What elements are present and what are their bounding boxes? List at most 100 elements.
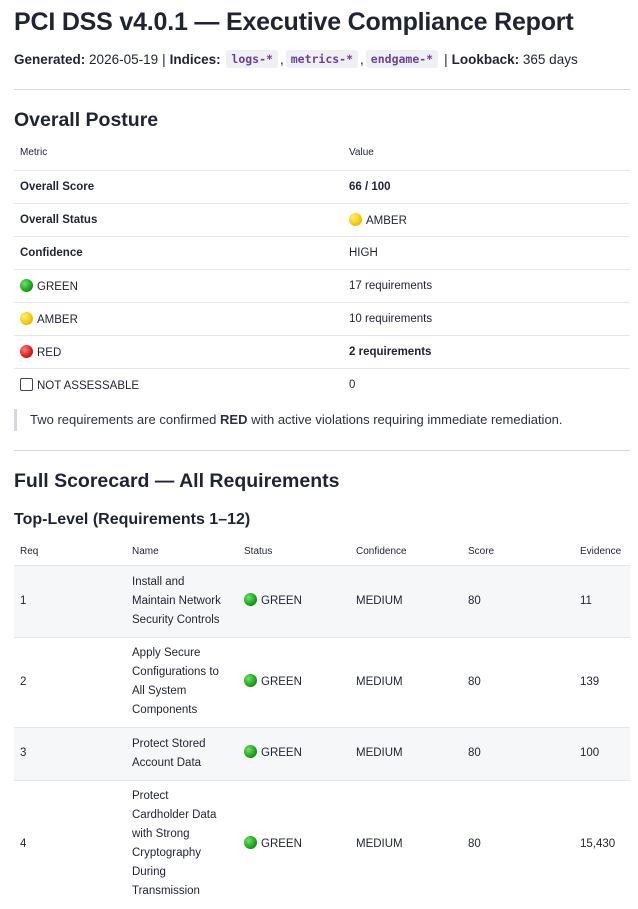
column-header-metric: Metric [20, 146, 48, 158]
column-header-req: Req [20, 546, 39, 558]
confidence-cell: MEDIUM [350, 636, 462, 727]
name-cell: Apply Secure Configurations to All Syste… [126, 636, 238, 727]
name-line: Cardholder Data [132, 809, 217, 822]
metric-text: NOT ASSESSABLE [37, 379, 140, 392]
table-row: RED 2 requirements [14, 334, 630, 368]
value-text: AMBER [366, 214, 407, 227]
section-heading-scorecard: Full Scorecard — All Requirements [14, 470, 340, 492]
table-row: 2 Apply Secure Configurations to All Sys… [14, 636, 630, 727]
metric-text: RED [37, 346, 62, 359]
divider [14, 450, 630, 451]
metric-cell: GREEN [14, 268, 343, 302]
value-cell: HIGH [343, 235, 630, 269]
table-row: Overall Score 66 / 100 [14, 169, 630, 203]
column-header-confidence: Confidence [356, 546, 407, 558]
callout-note: Two requirements are confirmed RED with … [14, 409, 630, 431]
name-line: Components [132, 704, 198, 716]
status-cell: GREEN [238, 726, 350, 780]
value-cell: 66 / 100 [343, 169, 630, 203]
evidence-cell: 100 [574, 726, 630, 780]
confidence-cell: MEDIUM [350, 564, 462, 637]
column-header-value: Value [349, 146, 374, 158]
callout-text-pre: Two requirements are confirmed [30, 412, 221, 427]
name-cell: Protect Cardholder Data with Strong Cryp… [126, 779, 238, 908]
value-cell: 0 [343, 367, 630, 401]
name-line: During [132, 866, 166, 879]
column-header-evidence: Evidence [580, 546, 622, 558]
status-cell: GREEN [238, 636, 350, 727]
meta-divider: | [162, 51, 166, 67]
status-cell: GREEN [238, 779, 350, 908]
table-header-row: Req Name Status Confidence Score Evidenc… [14, 539, 630, 565]
confidence-cell: MEDIUM [350, 779, 462, 908]
green-circle-icon [244, 835, 257, 849]
comma: , [360, 51, 364, 67]
evidence-cell: 139 [574, 636, 630, 727]
status-text: GREEN [261, 747, 302, 759]
metric-text: AMBER [37, 313, 78, 326]
metric-cell: Overall Score [14, 169, 343, 203]
table-row: 1 Install and Maintain Network Security … [14, 564, 630, 637]
table-row: NOT ASSESSABLE 0 [14, 367, 630, 401]
name-line: with Strong [132, 828, 190, 841]
meta-divider: | [444, 51, 448, 67]
overall-posture-table: Metric Value Overall Score 66 / 100 Over… [14, 135, 630, 401]
table-row: Overall Status AMBER [14, 202, 630, 236]
metric-text: GREEN [37, 280, 78, 293]
index-chip: logs-* [226, 50, 278, 68]
name-line: Transmission [132, 885, 200, 898]
green-circle-icon [244, 673, 257, 687]
lookback-label: Lookback: [451, 51, 520, 67]
report-meta: Generated: 2026-05-19 | Indices: logs-*,… [14, 50, 578, 68]
metric-cell: Confidence [14, 235, 343, 269]
name-cell: Install and Maintain Network Security Co… [126, 564, 238, 637]
status-text: GREEN [261, 594, 302, 607]
page-title: PCI DSS v4.0.1 — Executive Compliance Re… [14, 8, 574, 36]
generated-value: 2026-05-19 [89, 51, 159, 67]
divider [14, 89, 630, 90]
callout-text-bold: RED [220, 412, 248, 427]
red-circle-icon [20, 344, 33, 358]
column-header-name: Name [132, 546, 159, 558]
score-cell: 80 [462, 564, 574, 637]
name-line: Account Data [132, 756, 202, 769]
lookback-value: 365 days [522, 51, 578, 67]
table-row: AMBER 10 requirements [14, 301, 630, 335]
generated-label: Generated: [14, 51, 86, 67]
green-circle-icon [244, 745, 257, 758]
name-cell: Protect Stored Account Data [126, 726, 238, 780]
empty-square-icon [20, 377, 33, 391]
value-cell: 2 requirements [343, 334, 630, 368]
metric-cell: AMBER [14, 301, 343, 335]
indices-label: Indices: [169, 51, 221, 67]
metric-cell: RED [14, 334, 343, 368]
subsection-heading-top-level: Top-Level (Requirements 1–12) [14, 511, 251, 528]
name-line: All System [132, 685, 187, 697]
section-heading-overall: Overall Posture [14, 109, 159, 131]
score-cell: 80 [462, 636, 574, 727]
name-line: Cryptography [132, 847, 202, 860]
name-line: Install and [132, 575, 185, 588]
req-cell: 4 [14, 779, 126, 908]
table-row: Confidence HIGH [14, 235, 630, 269]
column-header-status: Status [244, 546, 273, 558]
confidence-cell: MEDIUM [350, 726, 462, 780]
amber-circle-icon [349, 212, 362, 226]
evidence-cell: 15,430 [574, 779, 630, 908]
status-text: GREEN [261, 837, 302, 850]
amber-circle-icon [20, 311, 33, 325]
index-chip: metrics-* [285, 50, 359, 68]
index-chip: endgame-* [365, 50, 439, 68]
name-line: Configurations to [132, 666, 219, 678]
callout-text-post: with active violations requiring immedia… [247, 412, 563, 427]
table-row: 4 Protect Cardholder Data with Strong Cr… [14, 779, 630, 908]
score-cell: 80 [462, 726, 574, 780]
req-cell: 2 [14, 636, 126, 727]
green-circle-icon [20, 278, 33, 292]
req-cell: 1 [14, 564, 126, 637]
metric-cell: NOT ASSESSABLE [14, 367, 343, 401]
score-cell: 80 [462, 779, 574, 908]
req-cell: 3 [14, 726, 126, 780]
status-cell: GREEN [238, 564, 350, 637]
metric-cell: Overall Status [14, 202, 343, 236]
